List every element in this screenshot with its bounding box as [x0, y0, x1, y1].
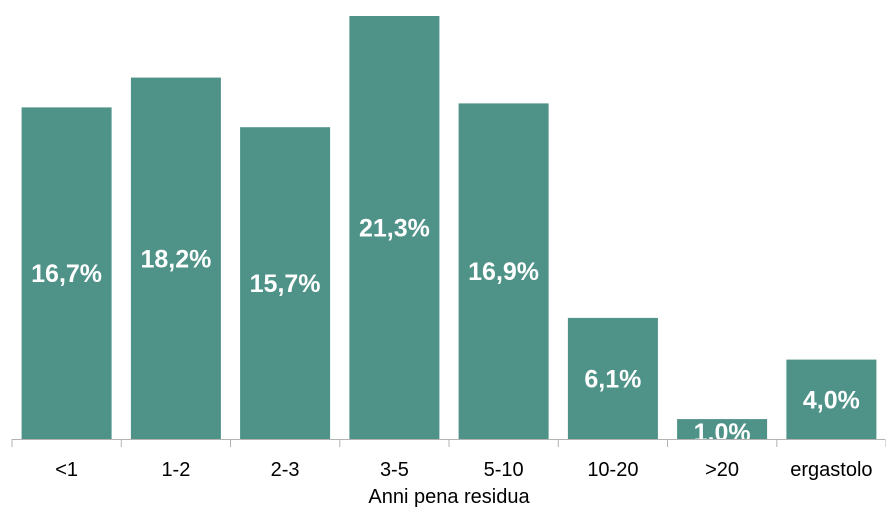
x-tick-label-5-10: 5-10 — [484, 459, 524, 481]
bar-5-10 — [458, 103, 549, 440]
bar-10-20 — [567, 317, 658, 439]
x-tick-label-ergastolo: ergastolo — [790, 459, 872, 481]
x-tick-labels-group: <1 1-2 2-3 3-5 5-10 10-20 >20 ergastolo — [55, 459, 872, 481]
data-labels-group: 16,7% 18,2% 15,7% 21,3% 16,9% 6,1% 1,0% 4,0% — [31, 215, 860, 448]
bar-2-3 — [240, 127, 331, 439]
x-axis-title: Anni pena residua — [368, 486, 530, 508]
bar-ergastolo — [786, 359, 877, 439]
data-label-gt20: 1,0% — [694, 419, 751, 447]
bar-3-5 — [349, 16, 440, 439]
data-label-1-2: 18,2% — [140, 245, 211, 273]
bars-group — [21, 16, 877, 440]
data-label-lt1: 16,7% — [31, 260, 102, 288]
bar-1-2 — [130, 77, 221, 439]
x-tick-label-2-3: 2-3 — [271, 459, 300, 481]
x-axis — [11, 439, 886, 447]
x-tick-label-10-20: 10-20 — [587, 459, 638, 481]
x-tick-label-gt20: >20 — [705, 459, 739, 481]
data-label-10-20: 6,1% — [584, 365, 641, 393]
x-tick-label-3-5: 3-5 — [380, 459, 409, 481]
data-label-3-5: 21,3% — [359, 215, 430, 243]
x-tick-label-lt1: <1 — [55, 459, 78, 481]
x-tick-label-1-2: 1-2 — [161, 459, 190, 481]
bar-lt1 — [21, 107, 112, 440]
data-label-ergastolo: 4,0% — [803, 386, 860, 414]
data-label-5-10: 16,9% — [468, 258, 539, 286]
data-label-2-3: 15,7% — [250, 270, 321, 298]
bar-gt20 — [677, 419, 768, 439]
